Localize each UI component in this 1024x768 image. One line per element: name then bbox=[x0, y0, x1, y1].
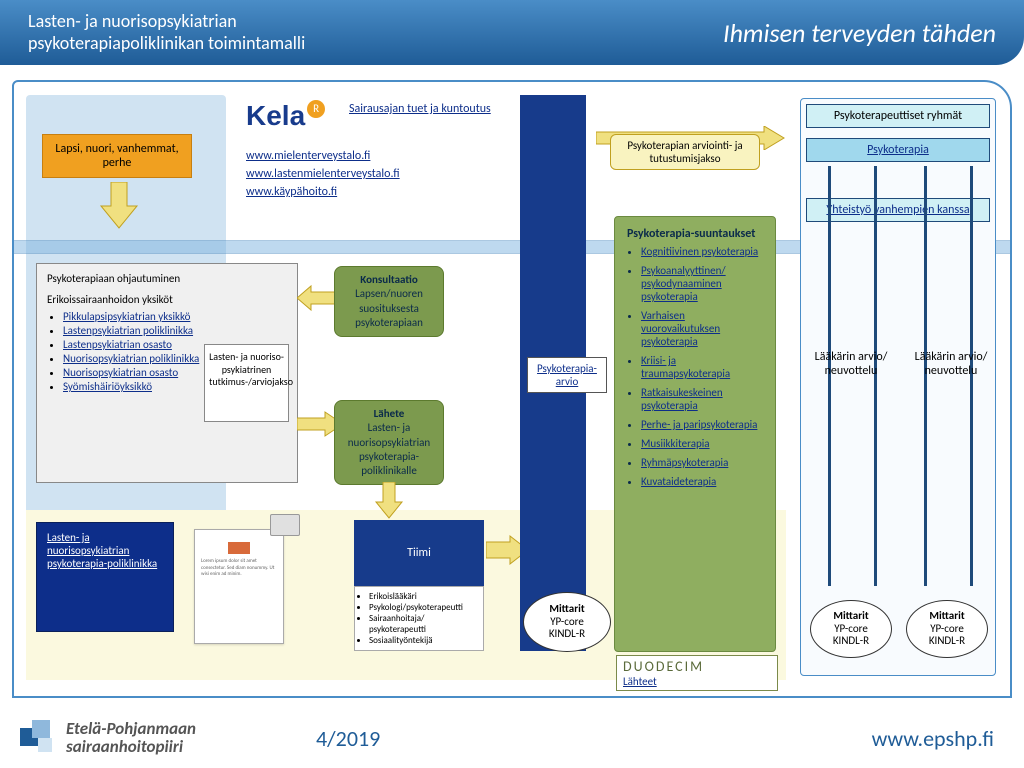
referral-list: Pikkulapsipsykiatrian yksikkö Lastenpsyk… bbox=[47, 310, 213, 393]
evaluation-tag: Psykoterapian arviointi- ja tutustumisja… bbox=[610, 134, 760, 170]
consultation-box: Konsultaatio Lapsen/nuoren suosituksesta… bbox=[334, 266, 444, 337]
duodecim-box: DUODECIM Lähteet bbox=[616, 655, 778, 691]
tiimi-list: Erikoislääkäri Psykologi/psykoterapeutti… bbox=[354, 586, 484, 651]
footer-date: 4/2019 bbox=[316, 725, 380, 752]
header-title: Lasten- ja nuorisopsykiatrian psykoterap… bbox=[28, 11, 305, 54]
mittarit-oval: Mittarit YP-core KINDL-R bbox=[523, 592, 611, 652]
laakarin-label-1: Lääkärin arvio/ neuvottelu bbox=[807, 350, 895, 378]
logo-mark-icon bbox=[20, 720, 56, 756]
referral-item[interactable]: Nuorisopsykiatrian poliklinikka bbox=[63, 352, 199, 365]
tiimi-block: Tiimi Erikoislääkäri Psykologi/psykotera… bbox=[354, 520, 484, 651]
lahteet-link[interactable]: Lähteet bbox=[623, 675, 657, 688]
suunt-item[interactable]: Varhaisen vuorovaikutuksen psykoterapia bbox=[641, 309, 720, 348]
suunt-item[interactable]: Kuvataideterapia bbox=[641, 475, 716, 488]
referral-item[interactable]: Pikkulapsipsykiatrian yksikkö bbox=[63, 310, 190, 323]
title-line2: psykoterapiapoliklinikan toimintamalli bbox=[28, 33, 305, 55]
kela-link[interactable]: Sairausajan tuet ja kuntoutus bbox=[349, 102, 491, 116]
kela-block: KelaR bbox=[246, 100, 325, 132]
arrow-down-icon bbox=[374, 482, 404, 520]
lahete-box: Lähete Lasten- ja nuorisopsykiatrian psy… bbox=[334, 400, 444, 485]
printer-icon bbox=[270, 514, 300, 536]
suuntaukset-list: Kognitiivinen psykoterapia Psykoanalyytt… bbox=[627, 245, 763, 488]
cyan-box-2[interactable]: Psykoterapia bbox=[806, 138, 990, 162]
footer-url[interactable]: www.epshp.fi bbox=[872, 725, 994, 752]
suunt-item[interactable]: Psykoanalyyttinen/ psykodynaaminen psyko… bbox=[641, 264, 726, 303]
header-bar: Lasten- ja nuorisopsykiatrian psykoterap… bbox=[0, 0, 1024, 65]
clinic-link[interactable]: Lasten- ja nuorisopsykiatrian psykoterap… bbox=[47, 531, 157, 570]
referral-title: Psykoterapiaan ohjautuminen bbox=[47, 272, 287, 285]
suunt-item[interactable]: Perhe- ja paripsykoterapia bbox=[641, 418, 757, 431]
research-period-box: Lasten- ja nuoriso-psykiatrinen tutkimus… bbox=[204, 344, 289, 422]
tiimi-title: Tiimi bbox=[354, 520, 484, 586]
suunt-item[interactable]: Musiikkiterapia bbox=[641, 437, 710, 450]
arrow-down-icon bbox=[99, 182, 139, 230]
footer-logo: Etelä-Pohjanmaan sairaanhoitopiiri bbox=[20, 720, 196, 756]
ext-link[interactable]: www.mielenterveystalo.fi bbox=[246, 149, 370, 163]
cyan-box-1: Psykoterapeuttiset ryhmät bbox=[806, 104, 990, 128]
referral-item[interactable]: Lastenpsykiatrian osasto bbox=[63, 338, 172, 351]
kela-badge-icon: R bbox=[307, 100, 325, 118]
suunt-item[interactable]: Kognitiivinen psykoterapia bbox=[641, 245, 758, 258]
suunt-item[interactable]: Ratkaisukeskeinen psykoterapia bbox=[641, 386, 723, 412]
cyan-box-3[interactable]: Yhteistyö vanhempien kanssa bbox=[806, 198, 990, 222]
content-frame: Lapsi, nuori, vanhemmat, perhe KelaR Sai… bbox=[12, 80, 1012, 698]
mittarit-oval-2: Mittarit YP-core KINDL-R bbox=[810, 600, 892, 658]
laakarin-label-2: Lääkärin arvio/ neuvottelu bbox=[907, 350, 995, 378]
footer-org: Etelä-Pohjanmaan sairaanhoitopiiri bbox=[66, 720, 196, 756]
footer: Etelä-Pohjanmaan sairaanhoitopiiri 4/201… bbox=[0, 708, 1024, 768]
suunt-item[interactable]: Ryhmäpsykoterapia bbox=[641, 456, 728, 469]
kela-logo: Kela bbox=[246, 100, 305, 131]
referral-item[interactable]: Nuorisopsykiatrian osasto bbox=[63, 366, 178, 379]
suuntaukset-panel: Psykoterapia-suuntaukset Kognitiivinen p… bbox=[614, 216, 776, 652]
suunt-item[interactable]: Kriisi- ja traumapsykoterapia bbox=[641, 354, 730, 380]
header-slogan: Ihmisen terveyden tähden bbox=[723, 17, 996, 49]
clinic-box: Lasten- ja nuorisopsykiatrian psykoterap… bbox=[36, 522, 174, 632]
mittarit-oval-3: Mittarit YP-core KINDL-R bbox=[906, 600, 988, 658]
referral-item[interactable]: Lastenpsykiatrian poliklinikka bbox=[63, 324, 193, 337]
ext-links: www.mielenterveystalo.fi www.lastenmiele… bbox=[246, 147, 400, 201]
document-thumb: Lorem ipsum dolor sit amet consectetur. … bbox=[194, 529, 284, 644]
entry-box: Lapsi, nuori, vanhemmat, perhe bbox=[42, 134, 192, 178]
title-line1: Lasten- ja nuorisopsykiatrian bbox=[28, 11, 305, 33]
ext-link[interactable]: www.käypähoito.fi bbox=[246, 185, 337, 199]
referral-subtitle: Erikoissairaanhoidon yksiköt bbox=[47, 293, 287, 306]
ext-link[interactable]: www.lastenmielenterveystalo.fi bbox=[246, 167, 400, 181]
referral-item[interactable]: Syömishäiriöyksikkö bbox=[63, 380, 152, 393]
psyko-arvio-box[interactable]: Psykoterapia-arvio bbox=[527, 357, 607, 393]
